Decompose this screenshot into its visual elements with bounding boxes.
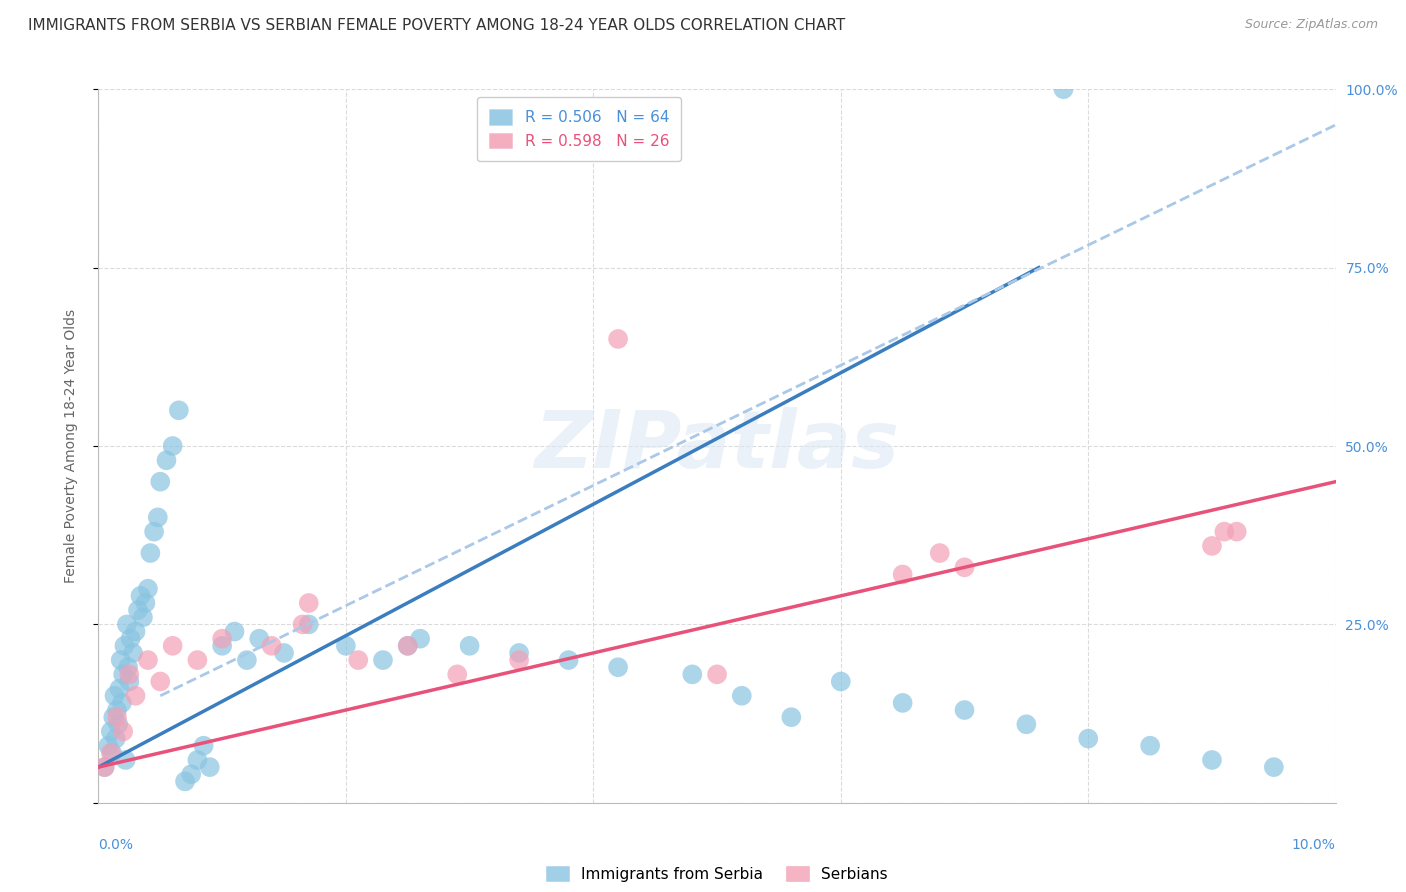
Point	[780, 710, 803, 724]
Point	[1213, 524, 1236, 539]
Point	[105, 710, 128, 724]
Point	[103, 710, 125, 724]
Point	[101, 746, 124, 760]
Point	[458, 639, 481, 653]
Point	[681, 667, 703, 681]
Point	[1201, 539, 1223, 553]
Point	[149, 674, 172, 689]
Point	[105, 703, 128, 717]
Point	[335, 639, 357, 653]
Point	[291, 617, 314, 632]
Point	[155, 453, 177, 467]
Point	[162, 639, 184, 653]
Point	[111, 696, 134, 710]
Point	[953, 703, 976, 717]
Point	[557, 653, 579, 667]
Point	[129, 589, 152, 603]
Point	[134, 596, 156, 610]
Point	[260, 639, 283, 653]
Point	[110, 653, 132, 667]
Point	[198, 760, 221, 774]
Point	[100, 746, 122, 760]
Point	[120, 632, 142, 646]
Y-axis label: Female Poverty Among 18-24 Year Olds: Female Poverty Among 18-24 Year Olds	[63, 309, 77, 583]
Point	[1139, 739, 1161, 753]
Point	[112, 667, 135, 681]
Point	[124, 689, 146, 703]
Point	[93, 760, 115, 774]
Point	[446, 667, 468, 681]
Point	[108, 681, 131, 696]
Text: 0.0%: 0.0%	[98, 838, 134, 853]
Text: ZIPatlas: ZIPatlas	[534, 407, 900, 485]
Point	[180, 767, 202, 781]
Point	[273, 646, 295, 660]
Point	[211, 632, 233, 646]
Point	[706, 667, 728, 681]
Point	[193, 739, 215, 753]
Point	[118, 667, 141, 681]
Point	[186, 753, 208, 767]
Text: IMMIGRANTS FROM SERBIA VS SERBIAN FEMALE POVERTY AMONG 18-24 YEAR OLDS CORRELATI: IMMIGRANTS FROM SERBIA VS SERBIAN FEMALE…	[28, 18, 845, 33]
Point	[508, 653, 530, 667]
Text: Source: ZipAtlas.com: Source: ZipAtlas.com	[1244, 18, 1378, 31]
Legend: Immigrants from Serbia, Serbians: Immigrants from Serbia, Serbians	[540, 860, 894, 888]
Point	[115, 617, 138, 632]
Point	[1052, 82, 1074, 96]
Point	[607, 660, 630, 674]
Point	[1201, 753, 1223, 767]
Point	[97, 739, 120, 753]
Point	[891, 567, 914, 582]
Point	[143, 524, 166, 539]
Point	[409, 632, 432, 646]
Point	[112, 639, 135, 653]
Point	[224, 624, 246, 639]
Point	[132, 610, 155, 624]
Point	[122, 646, 145, 660]
Point	[186, 653, 208, 667]
Point	[1226, 524, 1249, 539]
Point	[103, 689, 125, 703]
Point	[396, 639, 419, 653]
Point	[100, 724, 122, 739]
Point	[136, 653, 159, 667]
Point	[124, 624, 146, 639]
Point	[830, 674, 852, 689]
Point	[146, 510, 169, 524]
Point	[371, 653, 394, 667]
Point	[117, 660, 139, 674]
Point	[112, 724, 135, 739]
Point	[298, 596, 321, 610]
Point	[347, 653, 370, 667]
Point	[174, 774, 197, 789]
Point	[1015, 717, 1038, 731]
Text: 10.0%: 10.0%	[1292, 838, 1336, 853]
Point	[731, 689, 754, 703]
Point	[139, 546, 162, 560]
Point	[114, 753, 136, 767]
Point	[247, 632, 270, 646]
Point	[127, 603, 149, 617]
Point	[211, 639, 233, 653]
Point	[298, 617, 321, 632]
Point	[107, 717, 129, 731]
Point	[396, 639, 419, 653]
Point	[104, 731, 127, 746]
Point	[953, 560, 976, 574]
Point	[93, 760, 115, 774]
Point	[149, 475, 172, 489]
Point	[1263, 760, 1285, 774]
Point	[136, 582, 159, 596]
Point	[607, 332, 630, 346]
Point	[162, 439, 184, 453]
Point	[891, 696, 914, 710]
Point	[167, 403, 190, 417]
Point	[1077, 731, 1099, 746]
Point	[118, 674, 141, 689]
Point	[508, 646, 530, 660]
Point	[236, 653, 259, 667]
Point	[928, 546, 950, 560]
